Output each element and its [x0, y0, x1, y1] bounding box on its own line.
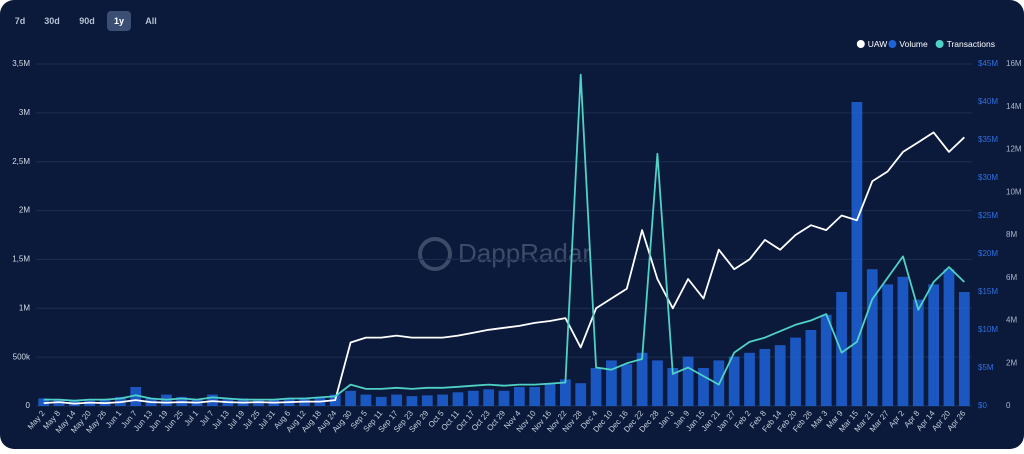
range-button[interactable]: 1y [107, 11, 131, 31]
y3-tick-label: 6M [1006, 273, 1017, 282]
range-button-label: 1y [114, 16, 124, 26]
volume-bar [437, 394, 448, 406]
volume-bar [682, 356, 694, 406]
volume-bar [928, 284, 940, 406]
volume-bar [958, 292, 970, 406]
y2-tick-label: $30M [978, 173, 998, 182]
range-button-label: All [145, 16, 157, 26]
range-button-label: 30d [44, 16, 60, 26]
volume-bar [912, 299, 924, 406]
volume-bar [836, 292, 847, 406]
y3-tick-label: 14M [1006, 102, 1022, 111]
volume-bar [698, 368, 709, 406]
volume-bar [820, 314, 832, 406]
legend-marker [888, 40, 897, 48]
y2-tick-label: $15M [978, 287, 998, 296]
legend-label: Transactions [947, 39, 995, 49]
y2-tick-label: $45M [978, 59, 998, 68]
y-tick-label: 1M [19, 303, 30, 312]
legend-marker [856, 40, 865, 48]
volume-bar [667, 368, 679, 406]
range-button[interactable]: All [136, 11, 166, 31]
y2-tick-label: $40M [978, 97, 998, 106]
volume-bar [467, 390, 479, 406]
range-button[interactable]: 90d [72, 11, 102, 31]
y2-tick-label: $10M [978, 325, 998, 334]
volume-bar [851, 102, 863, 406]
volume-bar [375, 396, 387, 406]
volume-bar [498, 390, 510, 406]
volume-bar [759, 349, 771, 406]
volume-bar [421, 395, 433, 406]
series-line [43, 131, 965, 405]
y-tick-label: 2,5M [12, 157, 30, 166]
range-button-label: 7d [15, 16, 26, 26]
volume-bar [513, 387, 525, 406]
volume-bar [790, 337, 801, 406]
y3-tick-label: 10M [1006, 187, 1022, 196]
y-tick-label: 3M [19, 108, 30, 117]
watermark-logo [418, 237, 452, 271]
volume-bar [774, 345, 786, 406]
volume-bar [621, 364, 633, 406]
y-tick-label: 3,5M [12, 59, 30, 68]
y2-tick-label: $0 [978, 401, 987, 410]
volume-bar [391, 394, 402, 406]
y3-tick-label: 16M [1006, 59, 1022, 68]
y-tick-label: 500k [13, 352, 31, 361]
y-tick-label: 2M [19, 206, 30, 215]
volume-bar [897, 276, 909, 406]
range-button[interactable]: 7d [8, 11, 32, 31]
volume-bar [590, 368, 602, 406]
legend-label: UAW [868, 39, 888, 49]
volume-bar [636, 352, 648, 406]
range-button-label: 90d [79, 16, 95, 26]
y3-tick-label: 0 [1006, 401, 1011, 410]
y3-tick-label: 8M [1006, 230, 1017, 239]
volume-bar [866, 269, 878, 406]
y3-tick-label: 2M [1006, 358, 1017, 367]
range-button[interactable]: 30d [37, 11, 67, 31]
y3-tick-label: 12M [1006, 145, 1022, 154]
volume-bar [544, 383, 556, 406]
volume-bar [728, 356, 740, 406]
volume-bar [606, 360, 617, 406]
y-tick-label: 0 [26, 401, 31, 410]
volume-bar [483, 389, 495, 406]
y-tick-label: 1,5M [12, 255, 30, 264]
volume-bar [529, 387, 541, 406]
y2-tick-label: $5M [978, 363, 994, 372]
y3-tick-label: 4M [1006, 316, 1017, 325]
legend-label: Volume [899, 39, 928, 49]
volume-bar [805, 330, 817, 406]
watermark-text: DappRadar [458, 238, 591, 268]
volume-bar [652, 360, 663, 406]
y2-tick-label: $20M [978, 249, 998, 258]
volume-bar [575, 383, 587, 406]
volume-bar [560, 379, 571, 406]
volume-bar [345, 390, 356, 406]
volume-bar [452, 392, 464, 406]
volume-bar [943, 269, 955, 406]
volume-bar [130, 387, 142, 406]
volume-bar [406, 396, 418, 406]
range-button-bg [107, 11, 131, 31]
y2-tick-label: $35M [978, 135, 998, 144]
volume-bar [744, 352, 755, 406]
volume-bar [360, 394, 372, 406]
series-line [43, 73, 965, 402]
watermark: DappRadar [418, 237, 591, 271]
y2-tick-label: $25M [978, 211, 998, 220]
legend-marker [935, 40, 944, 48]
volume-bar [882, 284, 893, 406]
